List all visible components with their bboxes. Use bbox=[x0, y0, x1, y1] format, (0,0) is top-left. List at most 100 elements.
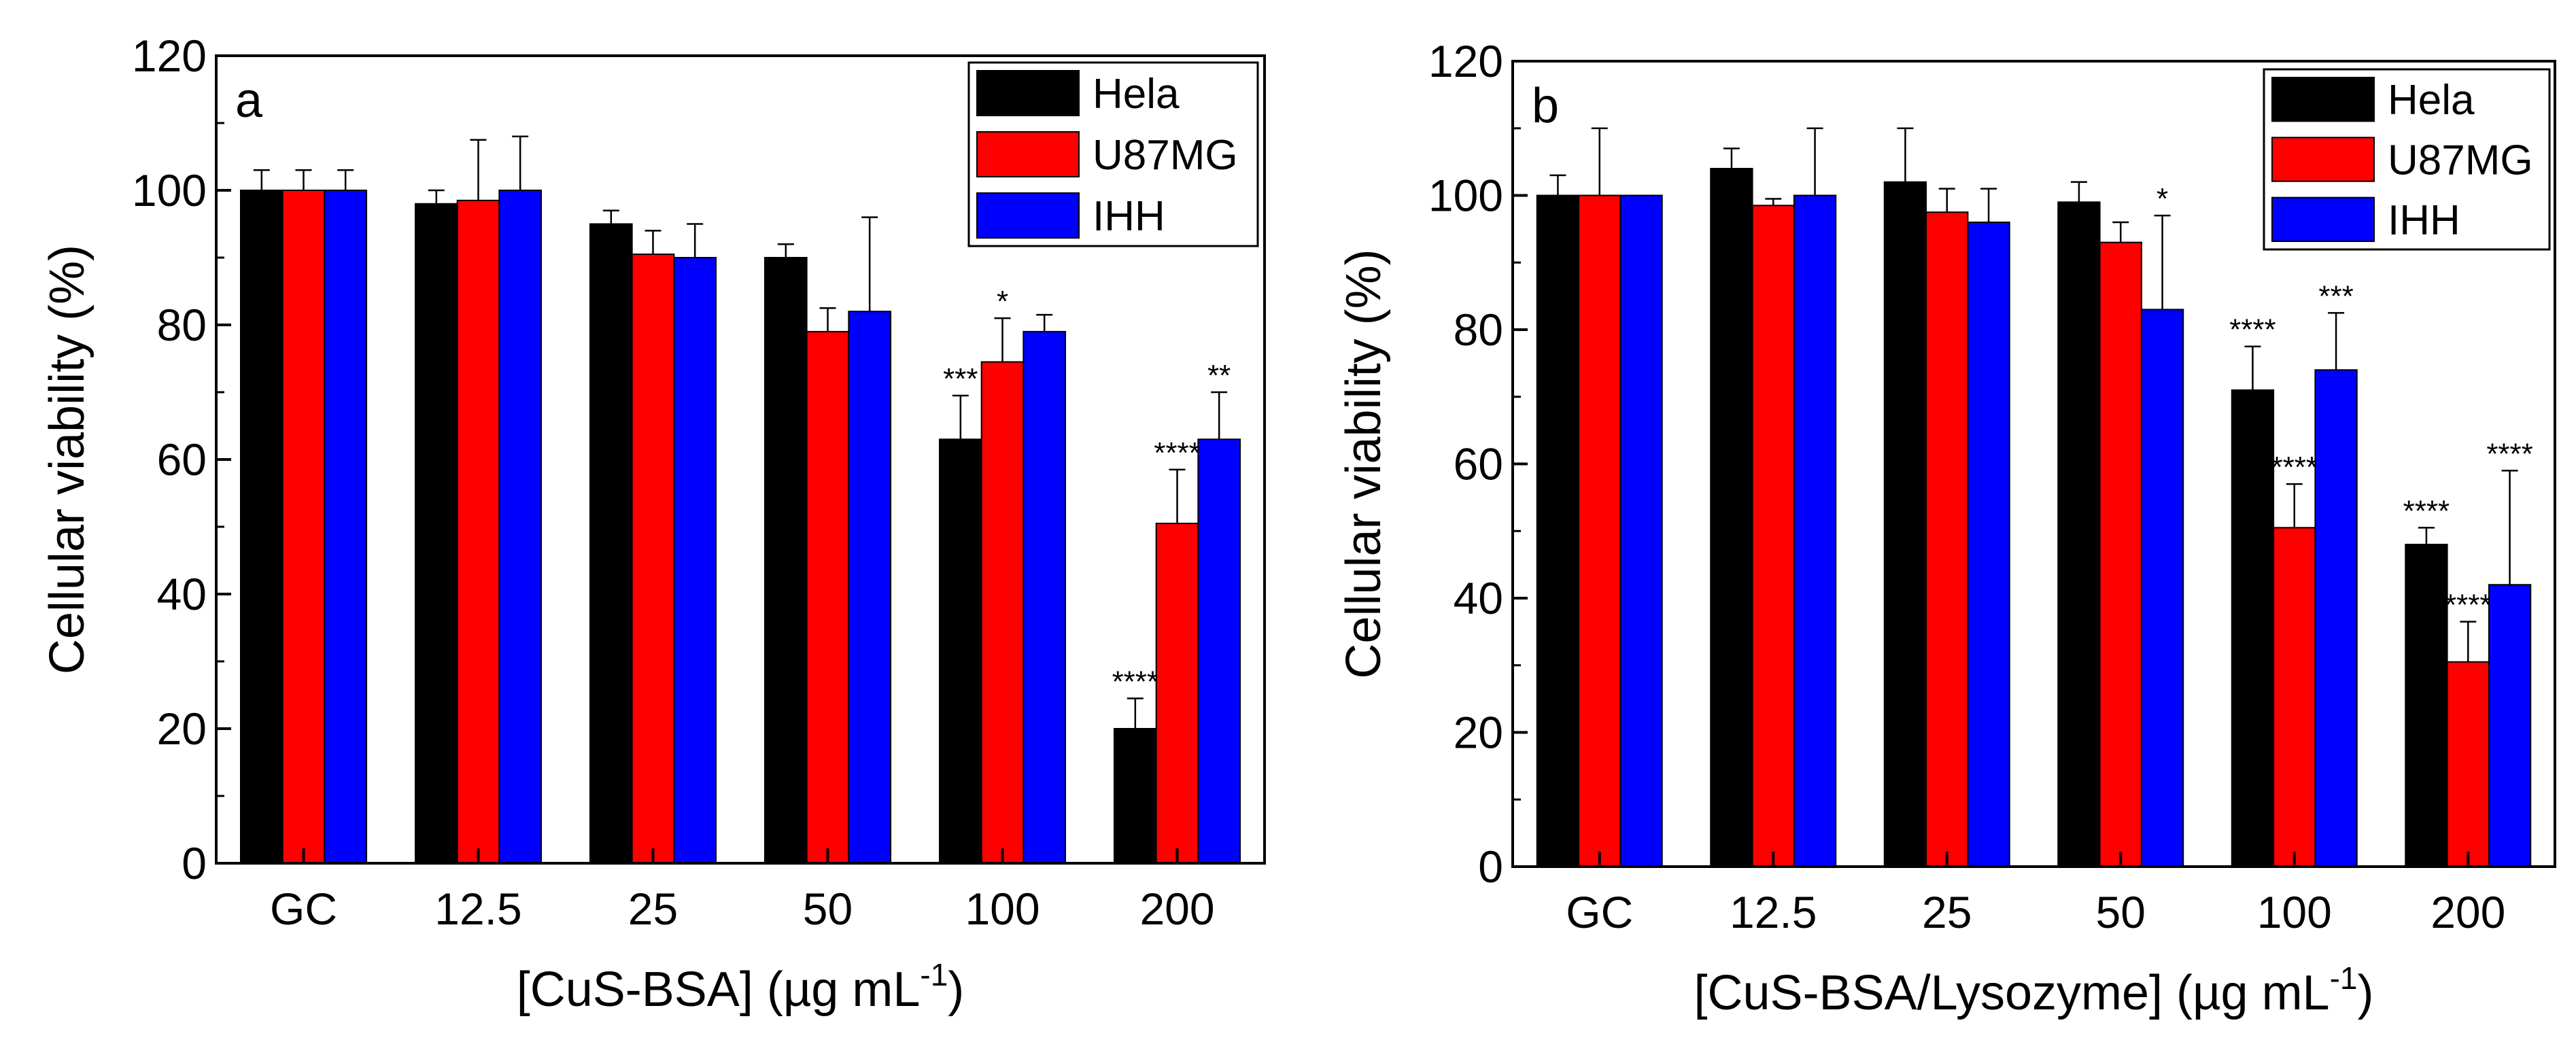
y-axis-label: Cellular viability (%) bbox=[40, 245, 95, 674]
significance-stars: **** bbox=[2403, 494, 2450, 527]
bar-ihh-0 bbox=[324, 190, 368, 864]
x-axis-label-text: [CuS-BSA] (µg mL bbox=[517, 962, 921, 1017]
x-tick-label: 25 bbox=[1922, 887, 1972, 937]
bar-hela-1 bbox=[414, 203, 458, 864]
x-axis-label-superscript: -1 bbox=[920, 957, 948, 992]
legend-label: IHH bbox=[1093, 193, 1165, 240]
x-tick-label: 25 bbox=[628, 884, 678, 934]
bar-u87mg-2 bbox=[1925, 211, 1969, 867]
bar-hela-2 bbox=[589, 223, 633, 864]
bar-hela-1 bbox=[1710, 168, 1753, 867]
bar-ihh-2 bbox=[673, 257, 717, 864]
x-tick-label: 12.5 bbox=[1730, 887, 1817, 937]
bar-hela-5 bbox=[2405, 544, 2448, 867]
x-axis-label: [CuS-BSA] (µg mL-1) bbox=[517, 957, 965, 1017]
x-axis-label-text: [CuS-BSA/Lysozyme] (µg mL bbox=[1694, 966, 2330, 1020]
bar-u87mg-4 bbox=[980, 361, 1025, 864]
x-tick-label: GC bbox=[270, 884, 337, 934]
bar-hela-3 bbox=[763, 257, 808, 864]
bar-ihh-3 bbox=[848, 311, 892, 864]
bar-u87mg-0 bbox=[1578, 194, 1621, 867]
x-tick-label: 200 bbox=[2431, 887, 2505, 937]
legend-label: Hela bbox=[1093, 71, 1180, 118]
x-tick-label: 100 bbox=[965, 884, 1040, 934]
bar-ihh-3 bbox=[2140, 309, 2184, 867]
bar-ihh-4 bbox=[2314, 369, 2358, 867]
y-tick-label: 120 bbox=[132, 31, 207, 81]
legend-label: U87MG bbox=[2388, 137, 2533, 184]
significance-stars: ** bbox=[1207, 359, 1231, 392]
bar-hela-0 bbox=[1536, 194, 1580, 867]
bar-ihh-5 bbox=[2488, 584, 2532, 867]
x-tick-label: 50 bbox=[2096, 887, 2146, 937]
bar-ihh-5 bbox=[1197, 438, 1241, 864]
legend-swatch-u87mg bbox=[2271, 137, 2375, 182]
bar-u87mg-2 bbox=[631, 254, 675, 864]
legend-swatch-hela bbox=[2271, 77, 2375, 122]
significance-stars: * bbox=[997, 285, 1008, 318]
x-tick-label: 12.5 bbox=[434, 884, 521, 934]
bar-ihh-0 bbox=[1619, 194, 1663, 867]
significance-stars: **** bbox=[2445, 589, 2492, 622]
significance-stars: *** bbox=[2318, 279, 2353, 313]
bar-u87mg-1 bbox=[1751, 205, 1795, 867]
y-tick-label: 20 bbox=[1454, 708, 1503, 758]
bar-u87mg-1 bbox=[456, 199, 500, 865]
significance-stars: **** bbox=[2229, 313, 2276, 347]
bar-ihh-1 bbox=[498, 190, 543, 864]
bar-ihh-2 bbox=[1967, 222, 2010, 867]
y-tick-label: 100 bbox=[132, 165, 207, 215]
bar-u87mg-5 bbox=[1155, 523, 1199, 864]
bar-u87mg-4 bbox=[2273, 527, 2316, 867]
y-tick-label: 20 bbox=[157, 704, 207, 754]
bar-hela-0 bbox=[239, 190, 284, 864]
bar-u87mg-5 bbox=[2446, 661, 2490, 867]
legend-label: Hela bbox=[2388, 77, 2475, 124]
y-tick-label: 0 bbox=[1478, 841, 1503, 892]
legend-swatch-ihh bbox=[976, 192, 1080, 239]
x-axis-label-superscript: -1 bbox=[2330, 960, 2358, 996]
y-tick-label: 120 bbox=[1428, 36, 1503, 86]
y-tick-label: 60 bbox=[1454, 439, 1503, 489]
bar-u87mg-0 bbox=[281, 190, 326, 864]
bar-hela-2 bbox=[1883, 181, 1927, 867]
legend-swatch-hela bbox=[976, 70, 1080, 116]
x-axis-label-end: ) bbox=[948, 962, 964, 1017]
bar-ihh-4 bbox=[1023, 330, 1067, 864]
significance-stars: * bbox=[2157, 182, 2168, 215]
panel-label: b bbox=[1532, 79, 1559, 133]
significance-stars: **** bbox=[2271, 451, 2318, 484]
y-axis-label: Cellular viability (%) bbox=[1337, 249, 1391, 678]
x-tick-label: 200 bbox=[1139, 884, 1214, 934]
bar-hela-4 bbox=[938, 438, 982, 864]
y-tick-label: 80 bbox=[1454, 305, 1503, 355]
bar-ihh-1 bbox=[1793, 194, 1837, 867]
legend-label: IHH bbox=[2388, 197, 2460, 244]
y-tick-label: 60 bbox=[157, 434, 207, 485]
bar-hela-4 bbox=[2231, 389, 2275, 867]
chart-panel-b: ************************020406080100120G… bbox=[1337, 36, 2556, 1020]
bar-u87mg-3 bbox=[806, 330, 850, 864]
significance-stars: **** bbox=[1154, 436, 1201, 470]
y-tick-label: 40 bbox=[157, 569, 207, 619]
y-tick-label: 0 bbox=[182, 838, 207, 888]
y-tick-label: 100 bbox=[1428, 171, 1503, 221]
y-tick-label: 40 bbox=[1454, 573, 1503, 623]
bar-hela-3 bbox=[2057, 201, 2101, 867]
panel-label: a bbox=[235, 73, 263, 128]
x-axis-label: [CuS-BSA/Lysozyme] (µg mL-1) bbox=[1694, 960, 2374, 1020]
significance-stars: **** bbox=[2486, 437, 2533, 470]
legend-swatch-u87mg bbox=[976, 131, 1080, 177]
x-tick-label: 50 bbox=[803, 884, 853, 934]
legend-swatch-ihh bbox=[2271, 196, 2375, 242]
x-tick-label: 100 bbox=[2257, 887, 2332, 937]
bar-hela-5 bbox=[1113, 728, 1157, 864]
x-tick-label: GC bbox=[1566, 887, 1633, 937]
bar-u87mg-3 bbox=[2099, 241, 2142, 867]
x-axis-label-end: ) bbox=[2358, 966, 2374, 1020]
significance-stars: *** bbox=[943, 362, 978, 396]
y-tick-label: 80 bbox=[157, 300, 207, 350]
significance-stars: **** bbox=[1112, 665, 1159, 698]
